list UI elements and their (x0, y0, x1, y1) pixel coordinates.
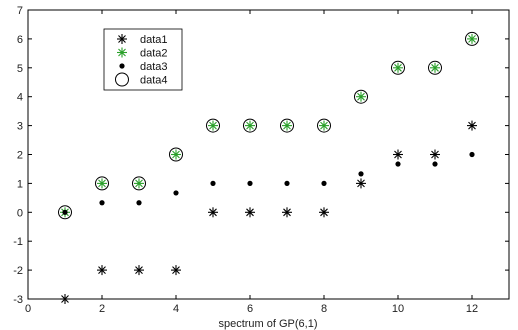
data1-point (282, 207, 292, 218)
data4-point (465, 31, 479, 46)
data2-point (245, 120, 255, 131)
x-axis-ticks: 0 2 4 6 8 10 12 (25, 10, 478, 315)
data1-point (467, 120, 477, 131)
x-tick-label: 6 (247, 303, 253, 315)
data2-point (282, 120, 292, 131)
x-tick-label: 8 (321, 303, 327, 315)
legend-label-data1: data1 (140, 34, 168, 46)
legend-marker-data1 (117, 34, 127, 44)
data1-point (356, 178, 366, 189)
data4-point (428, 60, 442, 75)
data4-point (95, 176, 109, 191)
y-tick-label: 1 (17, 178, 23, 190)
data2-point (208, 120, 218, 131)
data3-point (99, 200, 105, 206)
y-tick-label: 3 (17, 121, 23, 133)
data1-point (430, 149, 440, 160)
data3-point (62, 209, 68, 215)
x-tick-label: 10 (392, 303, 404, 315)
y-axis-ticks: -3 -2 -1 0 1 2 3 4 5 6 7 (13, 5, 509, 306)
y-tick-label: 4 (17, 92, 23, 104)
x-axis-label: spectrum of GP(6,1) (218, 318, 317, 330)
data3-point (247, 180, 253, 186)
data3-point (284, 180, 290, 186)
data3-point (173, 190, 179, 196)
series-data3 (62, 151, 475, 215)
data-marks (58, 31, 479, 304)
x-tick-label: 2 (99, 303, 105, 315)
data1-point (393, 149, 403, 160)
data2-point (171, 149, 181, 160)
y-tick-label: 5 (17, 63, 23, 75)
data3-point (210, 180, 216, 186)
data4-point (132, 176, 146, 191)
y-tick-label: -2 (13, 265, 23, 277)
data4-point (391, 60, 405, 75)
data2-point (134, 178, 144, 189)
x-tick-label: 12 (466, 303, 478, 315)
data1-point (171, 265, 181, 276)
y-tick-label: -3 (13, 294, 23, 306)
data3-point (469, 151, 475, 158)
series-data1 (60, 120, 477, 304)
data1-point (245, 207, 255, 218)
y-tick-label: 7 (17, 5, 23, 17)
data1-point (134, 265, 144, 276)
y-tick-label: 6 (17, 34, 23, 46)
data2-point (430, 62, 440, 73)
data2-point (319, 120, 329, 131)
legend-label-data3: data3 (140, 61, 168, 73)
data2-point (393, 62, 403, 73)
data1-point (319, 207, 329, 218)
legend-label-data4: data4 (140, 75, 168, 87)
data4-point (169, 147, 183, 162)
data3-point (395, 161, 401, 167)
data3-point (358, 171, 364, 177)
legend-label-data2: data2 (140, 48, 168, 60)
data4-point (354, 89, 368, 104)
data2-point (356, 91, 366, 102)
series-data4 (58, 31, 479, 220)
data3-point (432, 161, 438, 167)
data4-point (317, 118, 331, 133)
data1-point (97, 265, 107, 276)
legend-marker-data2 (117, 47, 127, 58)
legend-marker-data4 (115, 72, 129, 87)
x-tick-label: 4 (173, 303, 179, 315)
data1-point (60, 294, 70, 304)
data2-point (467, 33, 477, 44)
data4-point (280, 118, 294, 133)
x-tick-label: 0 (25, 303, 31, 315)
data4-point (58, 205, 72, 220)
y-tick-label: 0 (17, 207, 23, 219)
y-tick-label: 2 (17, 150, 23, 162)
data3-point (136, 200, 142, 206)
data1-point (208, 207, 218, 218)
data4-point (206, 118, 220, 133)
y-tick-label: -1 (13, 236, 23, 248)
data3-point (321, 180, 327, 186)
data2-point (97, 178, 107, 189)
legend-marker-data3 (119, 63, 125, 69)
series-data2 (60, 33, 477, 218)
data4-point (243, 118, 257, 133)
